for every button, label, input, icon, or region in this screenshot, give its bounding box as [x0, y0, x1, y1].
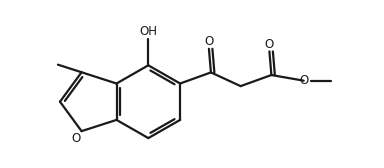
Text: O: O	[204, 35, 214, 48]
Text: O: O	[299, 74, 308, 87]
Text: O: O	[71, 132, 80, 144]
Text: O: O	[265, 38, 274, 51]
Text: OH: OH	[139, 25, 157, 38]
